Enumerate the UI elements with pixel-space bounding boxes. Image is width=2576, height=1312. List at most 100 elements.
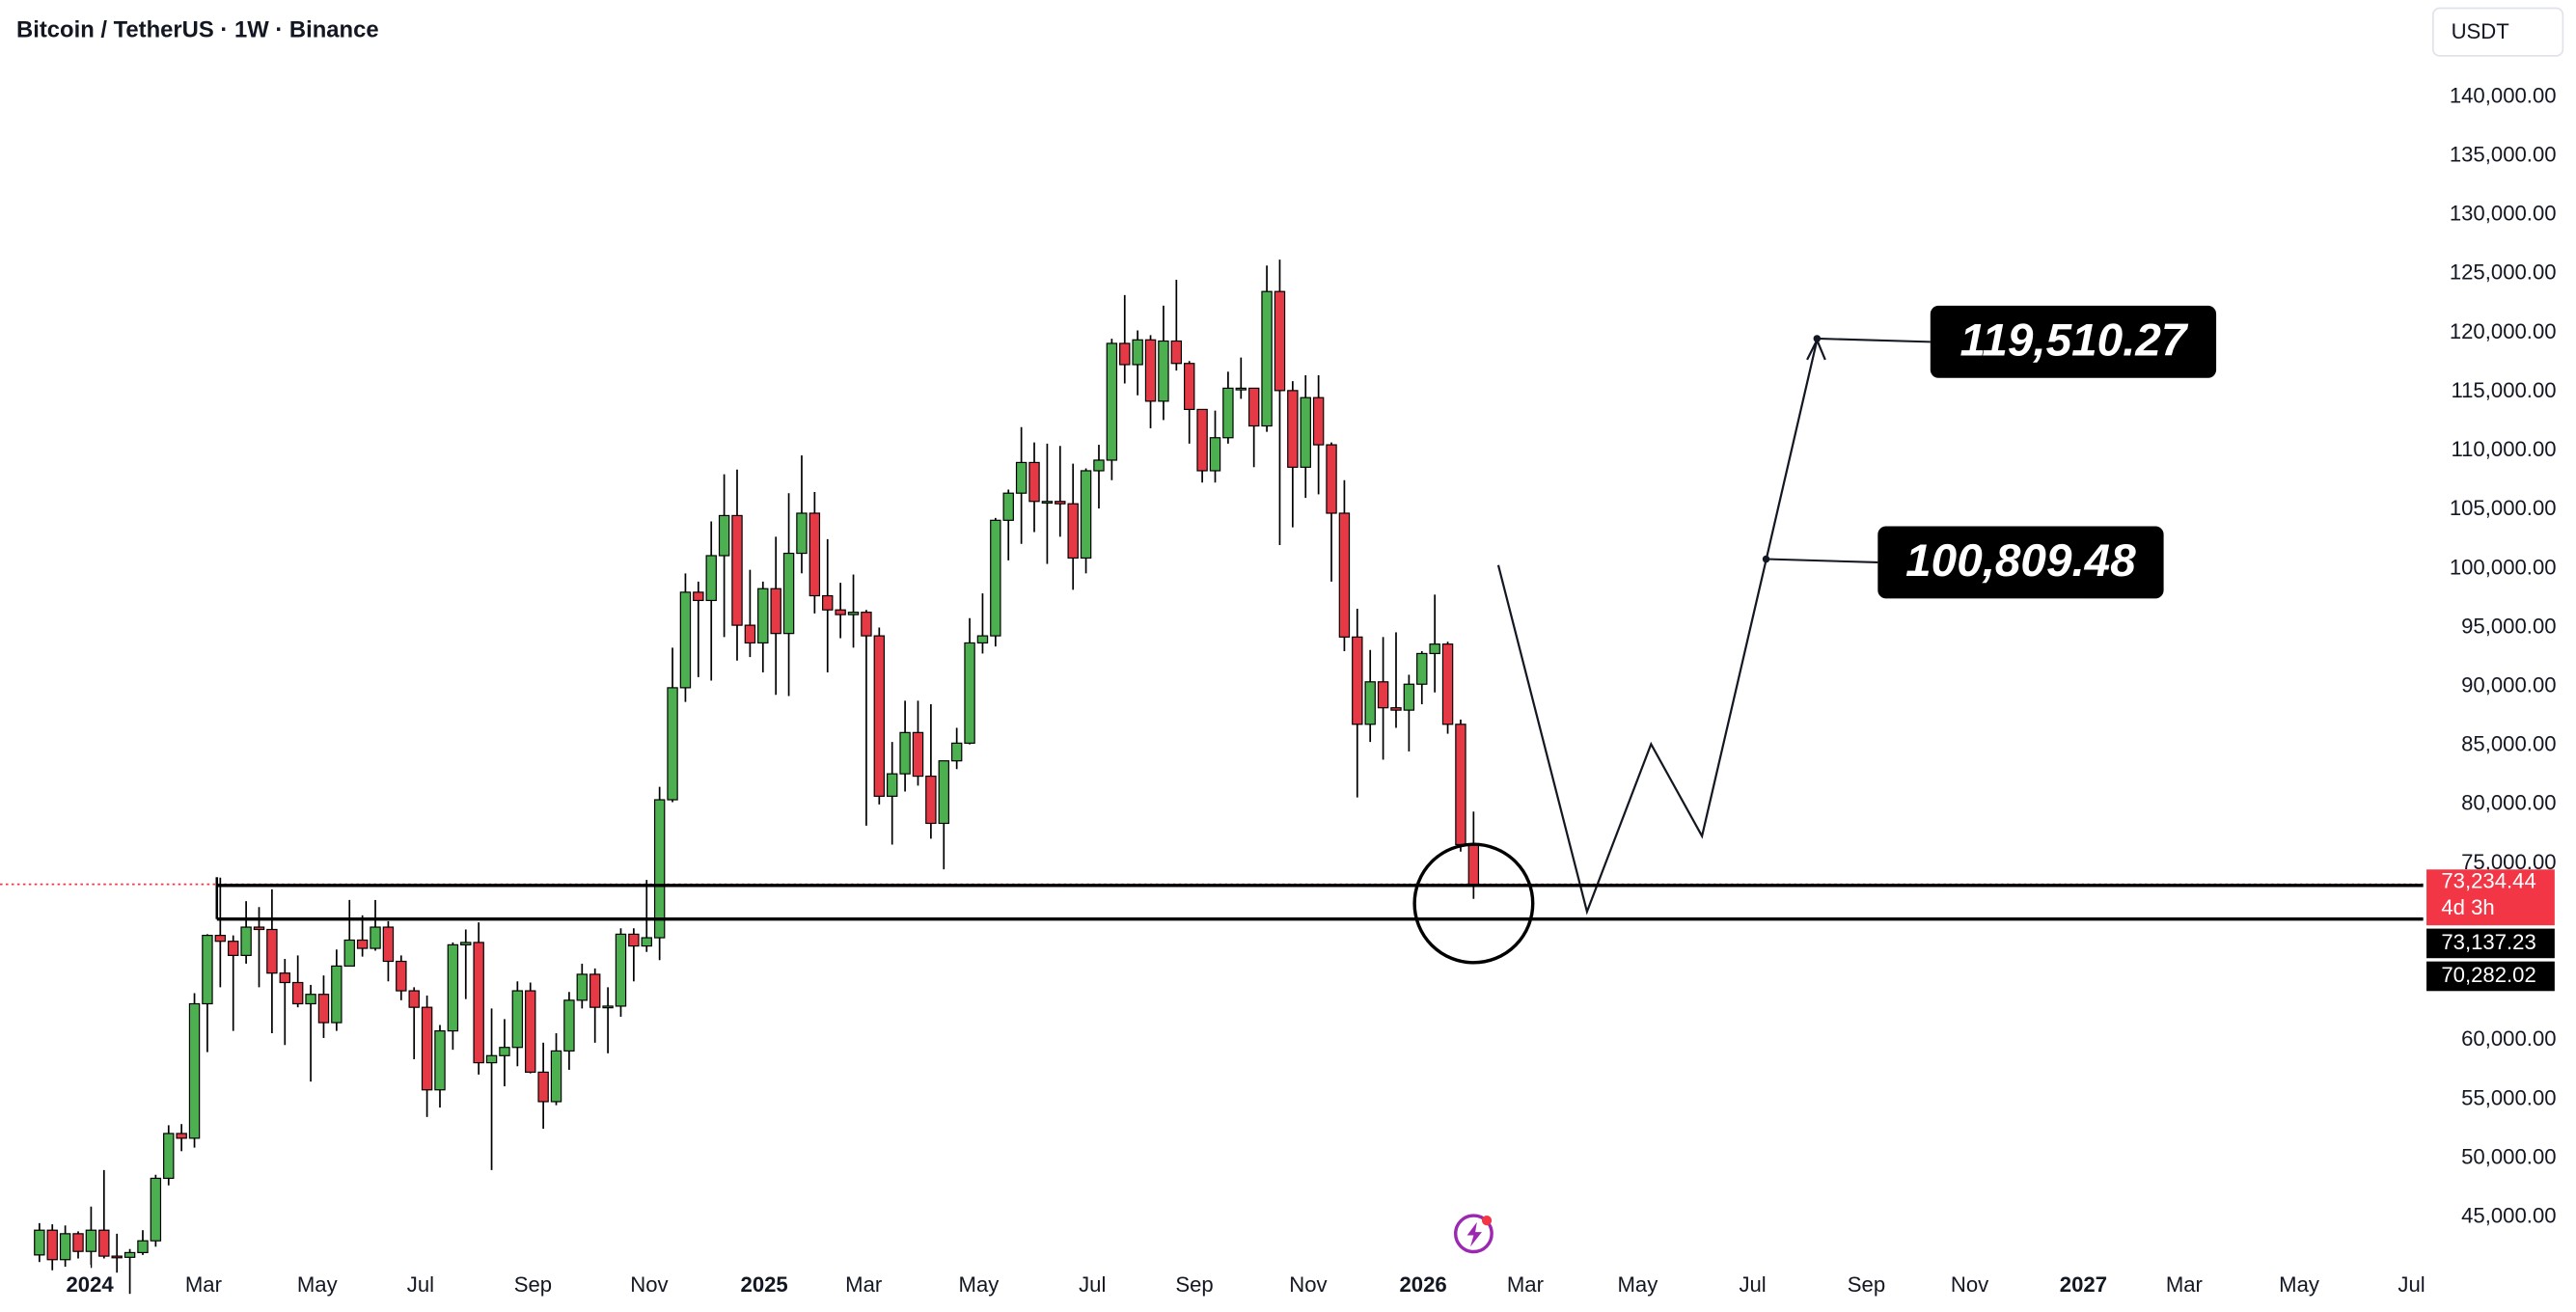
candle-body (1067, 503, 1079, 560)
candle-body (1247, 387, 1260, 427)
candle-body (447, 943, 459, 1032)
candle-body (576, 973, 589, 1001)
y-tick-label: 60,000.00 (2461, 1026, 2556, 1051)
candle-body (305, 994, 316, 1005)
candle-body (525, 990, 536, 1073)
candle-body (1170, 340, 1183, 365)
y-tick-label: 50,000.00 (2461, 1144, 2556, 1168)
candle-body (382, 926, 395, 963)
candle-body (602, 1005, 614, 1009)
candle-body (628, 933, 640, 947)
candle-body (861, 612, 872, 637)
x-tick-label: 2024 (66, 1272, 114, 1297)
price-tag (2426, 928, 2555, 959)
annotation-box (1930, 305, 2217, 378)
x-tick-label: Jul (1739, 1272, 1766, 1297)
candle-body (188, 1002, 201, 1139)
candle-body (847, 612, 860, 615)
y-tick-label: 135,000.00 (2450, 142, 2557, 166)
candle-body (1390, 707, 1402, 711)
candle-body (705, 555, 717, 602)
candle-body (1222, 387, 1234, 439)
candle-body (1429, 643, 1440, 655)
candle-body (1119, 342, 1131, 366)
candle-body (744, 624, 756, 644)
countdown-label: 4d 3h (2441, 895, 2494, 919)
currency[interactable]: USDT (2452, 19, 2509, 43)
annotation-box (1877, 526, 2164, 599)
candle-body (615, 933, 627, 1007)
candle-body (1467, 843, 1480, 886)
candle-body (1144, 339, 1157, 402)
candle-body (641, 937, 652, 947)
x-tick-label: Mar (845, 1272, 882, 1297)
candle-body (563, 999, 575, 1052)
candle-body (1312, 396, 1325, 446)
candle-body (266, 928, 278, 974)
candle-body (59, 1233, 71, 1261)
candle-body (1080, 470, 1092, 560)
candle-body (693, 591, 704, 602)
candle-body (1300, 396, 1311, 468)
y-tick-label: 85,000.00 (2461, 732, 2556, 756)
candle-body (757, 588, 769, 644)
y-tick-label: 120,000.00 (2450, 319, 2557, 343)
candle-body (202, 935, 213, 1005)
annotation-point (1813, 335, 1822, 342)
candle-body (356, 939, 369, 949)
x-tick-label: Jul (1079, 1272, 1106, 1297)
candle-body (1455, 724, 1466, 846)
candle-body (408, 990, 420, 1008)
candle-body (1326, 444, 1337, 514)
y-tick-label: 90,000.00 (2461, 673, 2556, 697)
candle-body (1441, 643, 1454, 725)
price-tag-label: 73,137.23 (2441, 930, 2535, 954)
x-tick-label: 2027 (2060, 1272, 2107, 1297)
annotation-point (1762, 555, 1770, 563)
last-price-label: 73,234.44 (2441, 869, 2535, 893)
y-tick-label: 45,000.00 (2461, 1204, 2556, 1228)
price-tag-label: 70,282.02 (2441, 963, 2535, 987)
x-tick-label: Mar (185, 1272, 222, 1297)
x-tick-label: Mar (2166, 1272, 2203, 1297)
x-tick-label: Sep (514, 1272, 552, 1297)
x-tick-label: Jul (2398, 1272, 2425, 1297)
price-tag (2426, 961, 2555, 992)
candle-body (460, 942, 472, 945)
candle-body (370, 926, 381, 949)
candle-body (782, 552, 795, 635)
candle-body (331, 965, 343, 1024)
x-tick-label: May (959, 1272, 1000, 1297)
candle-body (887, 773, 898, 797)
candle-body (123, 1251, 136, 1258)
annotation-label: 119,510.27 (1959, 315, 2188, 367)
candle-body (822, 594, 834, 611)
candle-body (912, 731, 924, 778)
candle-body (253, 926, 265, 931)
y-tick-label: 55,000.00 (2461, 1085, 2556, 1109)
x-tick-label: May (297, 1272, 339, 1297)
candle-body (964, 642, 975, 744)
candle-body (434, 1030, 446, 1091)
candle-body (499, 1047, 510, 1056)
candle-body (653, 799, 666, 939)
currency-box[interactable] (2432, 7, 2564, 57)
candle-body (925, 775, 937, 825)
y-tick-label: 110,000.00 (2451, 437, 2556, 461)
candle-body (1158, 340, 1169, 402)
y-tick-label: 125,000.00 (2450, 260, 2557, 285)
x-tick-label: May (1618, 1272, 1659, 1297)
last-price-tag (2426, 869, 2555, 926)
candle-body (1184, 363, 1195, 411)
x-tick-label: May (2279, 1272, 2320, 1297)
candle-body (163, 1133, 175, 1180)
candle-body (1002, 492, 1014, 521)
y-tick-label: 105,000.00 (2450, 496, 2557, 520)
x-tick-label: Nov (1289, 1272, 1327, 1297)
candle-body (589, 973, 601, 1008)
candle-body (1132, 339, 1143, 366)
candle-body (1041, 501, 1054, 505)
x-tick-label: Sep (1848, 1272, 1885, 1297)
